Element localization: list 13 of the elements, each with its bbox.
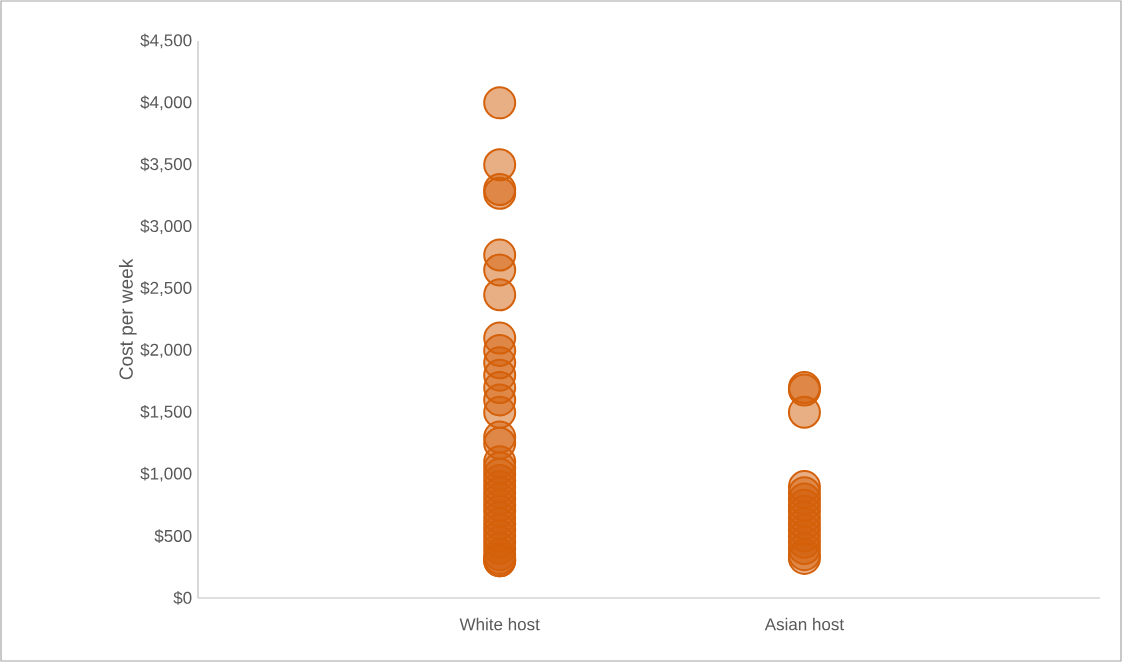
y-tick-label: $1,500: [140, 404, 192, 420]
y-tick-label: $1,000: [140, 466, 192, 482]
y-tick-label: $500: [154, 529, 192, 543]
y-tick-label: $4,000: [140, 95, 192, 111]
y-tick-label: $2,000: [140, 343, 192, 358]
y-tick-label: $2,500: [140, 281, 192, 296]
x-tick-label: Asian host: [764, 617, 844, 631]
y-tick-label: $3,000: [140, 219, 192, 235]
y-tick-label: $4,500: [140, 33, 192, 49]
x-tick-label: White host: [459, 617, 540, 631]
y-axis-title: Cost per week: [118, 258, 137, 380]
y-tick-label: $3,500: [140, 157, 192, 173]
y-tick-label: $0: [173, 591, 192, 605]
